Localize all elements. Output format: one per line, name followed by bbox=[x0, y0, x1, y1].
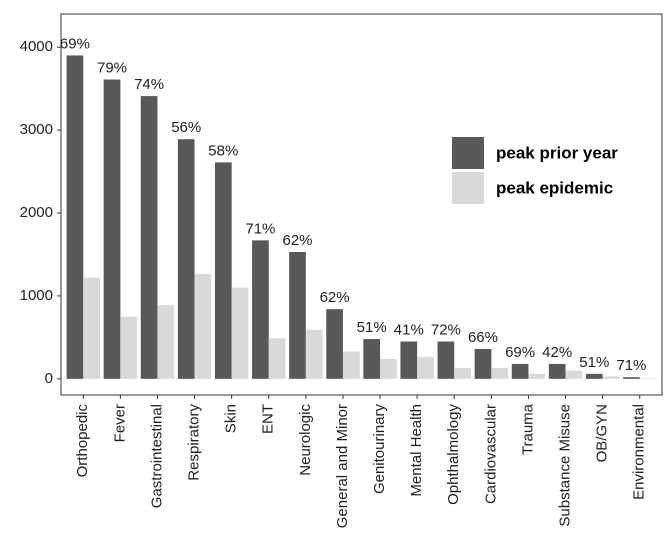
bar bbox=[140, 96, 158, 379]
bar bbox=[120, 316, 138, 379]
bar bbox=[103, 79, 121, 379]
value-label: 71% bbox=[616, 357, 646, 374]
bar bbox=[252, 240, 269, 379]
bar bbox=[417, 356, 434, 379]
x-tick-label: Fever bbox=[111, 404, 128, 442]
bar bbox=[511, 363, 529, 379]
bar bbox=[528, 373, 546, 379]
bar bbox=[289, 251, 306, 379]
legend-text: peak prior year bbox=[496, 143, 618, 162]
value-label: 71% bbox=[245, 220, 275, 237]
bar bbox=[342, 351, 360, 379]
bar bbox=[214, 162, 232, 379]
value-label: 74% bbox=[134, 76, 164, 93]
x-tick-label: Mental Health bbox=[408, 404, 425, 497]
y-tick-label: 0 bbox=[45, 370, 53, 387]
bar bbox=[177, 139, 195, 379]
legend-swatch bbox=[452, 137, 484, 169]
value-label: 51% bbox=[357, 319, 387, 336]
bar bbox=[326, 309, 343, 379]
x-tick-label: OB/GYN bbox=[594, 404, 611, 462]
bar bbox=[548, 363, 566, 379]
plot-frame bbox=[60, 13, 663, 396]
value-label: 51% bbox=[579, 354, 609, 371]
bar bbox=[380, 358, 397, 379]
value-label: 62% bbox=[320, 289, 350, 306]
x-tick-label: Genitourinary bbox=[371, 404, 388, 495]
bar bbox=[474, 348, 492, 379]
value-label: 69% bbox=[60, 35, 90, 52]
bar bbox=[194, 273, 212, 379]
x-tick-label: Skin bbox=[223, 404, 240, 433]
x-tick-label: Substance Misuse bbox=[557, 404, 574, 527]
x-tick-label: Cardiovascular bbox=[482, 404, 499, 504]
y-tick-label: 4000 bbox=[20, 38, 53, 55]
value-label: 41% bbox=[394, 321, 424, 338]
bar bbox=[231, 287, 249, 379]
x-tick-label: General and Minor bbox=[334, 404, 351, 528]
value-label: 69% bbox=[505, 344, 535, 361]
value-label: 72% bbox=[431, 321, 461, 338]
x-tick-label: Orthopedic bbox=[74, 404, 91, 478]
bar bbox=[437, 341, 455, 379]
bar bbox=[454, 368, 471, 379]
y-tick-label: 1000 bbox=[20, 287, 53, 304]
x-tick-label: Respiratory bbox=[186, 404, 203, 481]
x-tick-label: Ophthalmology bbox=[445, 404, 462, 505]
value-label: 58% bbox=[208, 142, 238, 159]
x-tick-label: Neurologic bbox=[297, 404, 314, 476]
bar bbox=[66, 55, 84, 379]
legend-text: peak epidemic bbox=[496, 178, 613, 197]
x-tick-label: ENT bbox=[260, 404, 277, 434]
x-tick-label: Trauma bbox=[519, 403, 536, 455]
bar bbox=[305, 329, 323, 379]
value-label: 79% bbox=[97, 59, 127, 76]
value-label: 62% bbox=[282, 232, 312, 249]
x-tick-label: Gastrointestinal bbox=[148, 404, 165, 508]
x-tick-label: Environmental bbox=[631, 404, 648, 500]
bar bbox=[157, 305, 175, 379]
bar bbox=[623, 377, 640, 379]
bar bbox=[491, 368, 509, 379]
bar bbox=[602, 376, 620, 379]
bar bbox=[400, 341, 418, 379]
value-label: 66% bbox=[468, 329, 498, 346]
value-label: 42% bbox=[542, 344, 572, 361]
bar bbox=[585, 373, 603, 379]
bar bbox=[565, 370, 583, 379]
legend-swatch bbox=[452, 172, 484, 204]
bar bbox=[268, 338, 286, 379]
value-label: 56% bbox=[171, 119, 201, 136]
y-tick-label: 3000 bbox=[20, 121, 53, 138]
bar bbox=[363, 339, 381, 379]
bar bbox=[83, 277, 100, 379]
y-tick-label: 2000 bbox=[20, 204, 53, 221]
